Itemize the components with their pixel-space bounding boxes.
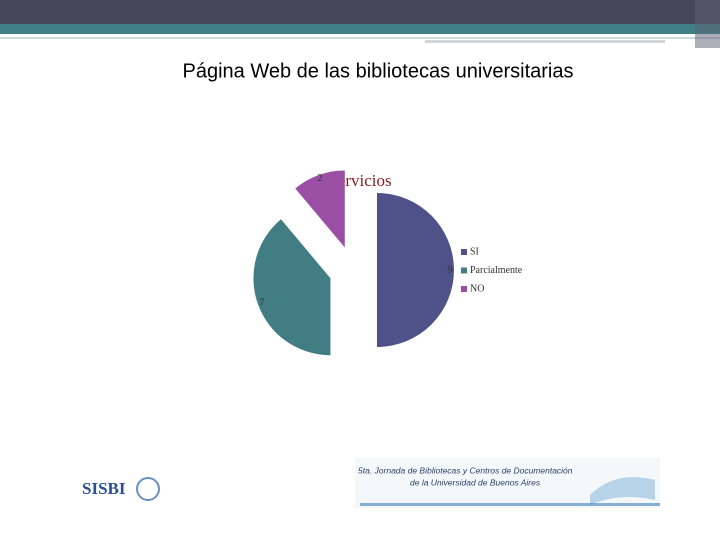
data-label: 9 [448,264,453,275]
top-bar [0,0,720,24]
legend-label: NO [470,283,484,294]
top-stripe [0,24,720,34]
banner-line: 5ta. Jornada de Bibliotecas y Centros de… [358,465,573,475]
legend: SI Parcialmente NO [461,246,523,294]
data-label: 2 [317,173,322,184]
legend-label: SI [470,246,479,257]
pie-slice [295,170,345,248]
top-line-2 [425,40,665,43]
legend-swatch [461,267,467,274]
logo-globe [136,477,160,501]
logo-text: SISBI [82,479,126,498]
pie-slice [377,193,454,347]
legend-swatch [461,286,467,292]
corner-mark [695,0,720,48]
legend-swatch [461,249,467,255]
slide-title: Página Web de las bibliotecas universita… [183,60,574,82]
banner-book [590,477,655,505]
pie: 9 7 2 [253,170,454,356]
legend-label: Parcialmente [470,265,523,276]
top-line [0,37,720,39]
banner-line: de la Universidad de Buenos Aires [410,477,541,487]
data-label: 7 [259,297,264,308]
banner-rule [360,503,660,506]
pie-slice [253,219,331,356]
